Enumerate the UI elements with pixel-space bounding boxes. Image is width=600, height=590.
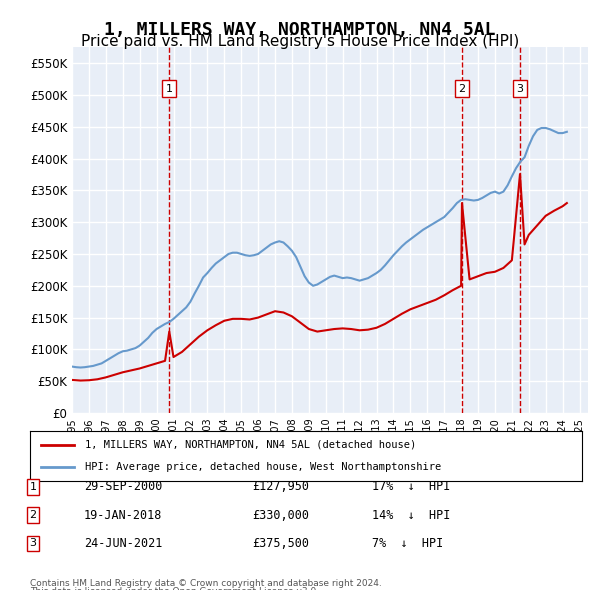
Text: 2: 2 xyxy=(458,84,466,94)
Text: 24-JUN-2021: 24-JUN-2021 xyxy=(84,537,163,550)
Text: 7%  ↓  HPI: 7% ↓ HPI xyxy=(372,537,443,550)
Text: £330,000: £330,000 xyxy=(252,509,309,522)
Text: 2: 2 xyxy=(29,510,37,520)
Text: 17%  ↓  HPI: 17% ↓ HPI xyxy=(372,480,451,493)
Text: Price paid vs. HM Land Registry's House Price Index (HPI): Price paid vs. HM Land Registry's House … xyxy=(81,34,519,49)
Text: 1: 1 xyxy=(166,84,173,94)
Text: 1, MILLERS WAY, NORTHAMPTON, NN4 5AL (detached house): 1, MILLERS WAY, NORTHAMPTON, NN4 5AL (de… xyxy=(85,440,416,450)
Text: 3: 3 xyxy=(517,84,523,94)
Text: HPI: Average price, detached house, West Northamptonshire: HPI: Average price, detached house, West… xyxy=(85,462,442,472)
Text: £127,950: £127,950 xyxy=(252,480,309,493)
Text: £375,500: £375,500 xyxy=(252,537,309,550)
Text: 1: 1 xyxy=(29,482,37,491)
Text: 3: 3 xyxy=(29,539,37,548)
Text: 1, MILLERS WAY, NORTHAMPTON, NN4 5AL: 1, MILLERS WAY, NORTHAMPTON, NN4 5AL xyxy=(104,21,496,39)
Text: This data is licensed under the Open Government Licence v3.0.: This data is licensed under the Open Gov… xyxy=(30,587,319,590)
Text: 29-SEP-2000: 29-SEP-2000 xyxy=(84,480,163,493)
Text: 14%  ↓  HPI: 14% ↓ HPI xyxy=(372,509,451,522)
Text: Contains HM Land Registry data © Crown copyright and database right 2024.: Contains HM Land Registry data © Crown c… xyxy=(30,579,382,588)
Text: 19-JAN-2018: 19-JAN-2018 xyxy=(84,509,163,522)
